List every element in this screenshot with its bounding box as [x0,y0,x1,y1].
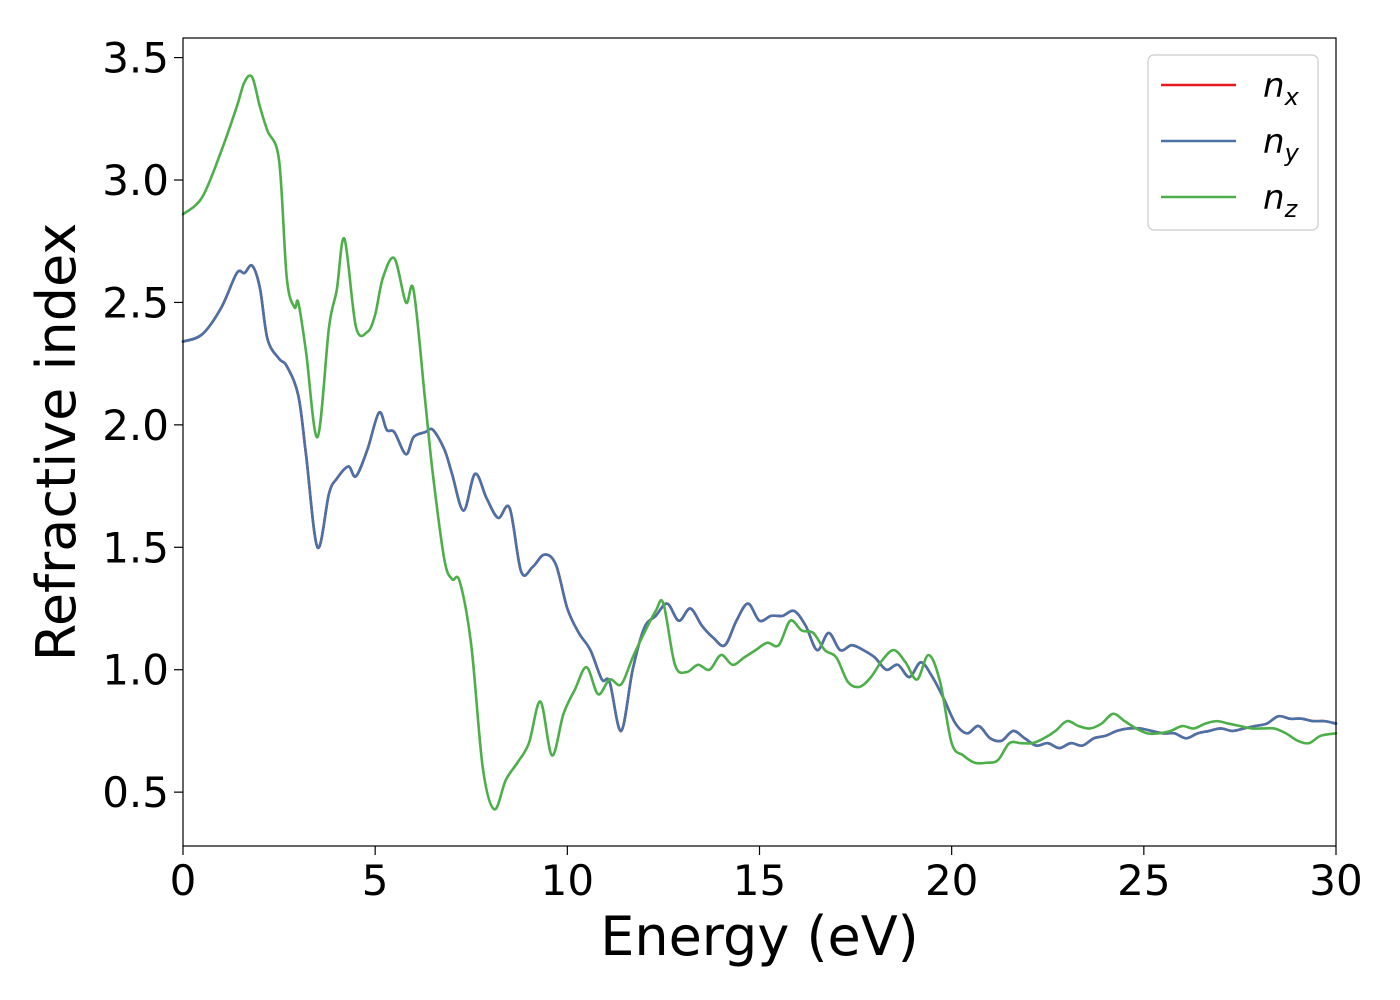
y-tick-label: 0.5 [102,768,169,817]
x-tick-label: 5 [362,856,389,905]
x-tick-label: 10 [541,856,594,905]
axis-ticks: 0 5 10 15 20 25 30 0.5 1.0 1.5 2.0 2.5 3.0 3.5 [102,34,1363,905]
x-tick-label: 30 [1309,856,1362,905]
y-tick-label: 2.0 [102,401,169,450]
y-tick-label: 1.5 [102,523,169,572]
x-axis-label: Energy (eV) [600,905,919,968]
x-tick-label: 25 [1117,856,1170,905]
x-tick-label: 0 [170,856,197,905]
x-tick-label: 15 [733,856,786,905]
y-tick-label: 3.0 [102,156,169,205]
legend-box [1147,54,1319,231]
legend-label-y: ny [1263,122,1300,167]
y-tick-label: 2.5 [102,278,169,327]
x-tick-label: 20 [925,856,978,905]
legend: nx ny nz [1147,54,1319,231]
series-line-z [181,74,1338,811]
legend-label-x: nx [1263,66,1300,111]
y-axis-label: Refractive index [25,223,88,662]
plot-lines [181,74,1338,811]
y-tick-label: 1.0 [102,646,169,695]
y-tick-label: 3.5 [102,34,169,83]
legend-label-z: nz [1263,178,1299,223]
